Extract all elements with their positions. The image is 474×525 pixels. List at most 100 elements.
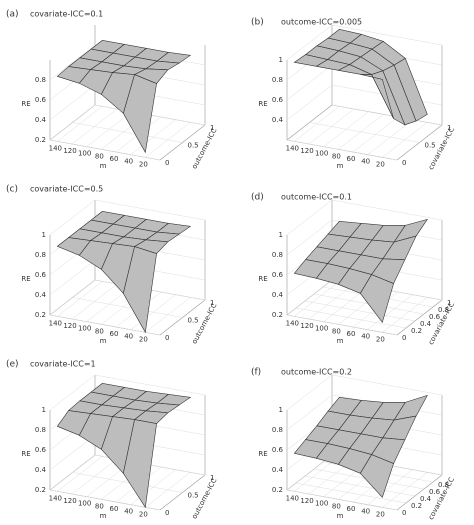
panel-title: outcome-ICC=0.2 <box>281 368 352 377</box>
z-tick-label: 0.6 <box>35 271 47 279</box>
y-tick-label: 0.2 <box>411 327 422 335</box>
panel-label: (c) <box>6 185 18 195</box>
surface-panel: (e) covariate-ICC=10.20.40.60.81204060801… <box>6 360 219 521</box>
grid-line <box>286 64 333 101</box>
x-tick-label: 20 <box>376 335 385 343</box>
surface-panel: (c) covariate-ICC=0.50.20.40.60.812040608… <box>6 185 219 346</box>
x-axis-label: m <box>100 162 107 170</box>
x-tick-label: 40 <box>124 508 133 516</box>
x-tick-label: 140 <box>286 144 299 152</box>
grid-line <box>286 314 398 336</box>
x-tick-label: 60 <box>110 330 119 338</box>
x-axis-label: m <box>337 512 344 520</box>
grid-line <box>331 199 443 221</box>
grid-line <box>286 394 333 431</box>
grid-line <box>367 294 413 330</box>
panel-label: (b) <box>251 18 264 28</box>
x-tick-label: 120 <box>63 497 76 505</box>
x-tick-label: 60 <box>347 155 356 163</box>
y-tick-label: 1 <box>447 299 451 307</box>
y-tick-label: 0.4 <box>420 320 432 328</box>
y-tick-label: 0.6 <box>429 488 441 496</box>
grid-line <box>286 374 333 411</box>
y-tick-label: 0.4 <box>420 495 432 503</box>
y-tick-label: 0.2 <box>411 502 422 510</box>
grid-line <box>49 259 96 296</box>
x-tick-label: 20 <box>139 160 148 168</box>
grid-line <box>49 314 161 336</box>
grid-line <box>286 219 333 256</box>
x-tick-label: 120 <box>300 497 313 505</box>
x-axis-label: m <box>100 337 107 345</box>
x-tick-label: 20 <box>376 510 385 518</box>
grid-line <box>72 297 183 318</box>
grid-line <box>49 139 161 161</box>
x-tick-label: 140 <box>49 144 62 152</box>
x-tick-label: 40 <box>361 333 370 341</box>
surface-panel: (f) outcome-ICC=0.20.20.40.60.81204060801… <box>251 368 456 522</box>
x-tick-label: 40 <box>124 158 133 166</box>
panel-label: (e) <box>6 360 19 370</box>
z-tick-label: 0.2 <box>35 311 46 319</box>
z-tick-label: 0.2 <box>35 136 46 144</box>
panel-title: covariate-ICC=0.1 <box>30 10 103 19</box>
z-tick-label: 0.6 <box>272 96 284 104</box>
x-axis-label: m <box>100 512 107 520</box>
z-tick-label: 0.4 <box>272 466 284 474</box>
surface-patch <box>123 419 157 509</box>
z-tick-label: 0.8 <box>35 251 46 259</box>
grid-line <box>49 374 96 411</box>
x-tick-label: 40 <box>361 158 370 166</box>
z-tick-label: 1 <box>279 231 283 239</box>
z-tick-label: 0.2 <box>272 311 283 319</box>
grid-line <box>286 279 333 316</box>
x-tick-label: 80 <box>332 502 341 510</box>
grid-line <box>49 84 96 121</box>
z-axis-label: RE <box>258 450 267 458</box>
z-tick-label: 0.4 <box>272 116 284 124</box>
z-tick-label: 0.2 <box>272 486 283 494</box>
x-tick-label: 140 <box>286 494 299 502</box>
z-tick-label: 0.4 <box>272 291 284 299</box>
x-tick-label: 80 <box>332 152 341 160</box>
z-tick-label: 1 <box>279 56 283 64</box>
y-tick-label: 0 <box>402 509 406 517</box>
grid-line <box>286 84 333 121</box>
grid-line <box>331 374 443 396</box>
grid-line <box>49 489 161 511</box>
z-tick-label: 1 <box>42 406 46 414</box>
z-tick-label: 0.8 <box>35 76 46 84</box>
x-tick-label: 80 <box>95 502 104 510</box>
grid-line <box>309 122 420 143</box>
x-tick-label: 80 <box>95 152 104 160</box>
x-tick-label: 40 <box>361 508 370 516</box>
surface-panel: (b) outcome-ICC=0.0050.40.60.812040608010… <box>251 18 456 172</box>
y-tick-label: 0 <box>402 159 406 167</box>
surface-patch <box>360 74 394 119</box>
z-axis-label: RE <box>21 100 30 108</box>
x-tick-label: 60 <box>347 330 356 338</box>
y-tick-label: 0.6 <box>429 313 441 321</box>
y-tick-label: 0.5 <box>188 142 199 150</box>
x-tick-label: 100 <box>315 150 328 158</box>
grid-line <box>331 24 443 46</box>
grid-line <box>304 300 416 322</box>
y-tick-label: 1 <box>447 124 451 132</box>
grid-line <box>308 283 355 320</box>
z-tick-label: 0.4 <box>35 116 47 124</box>
panel-title: outcome-ICC=0.005 <box>281 18 362 27</box>
y-tick-label: 1 <box>210 299 214 307</box>
surface-patch <box>359 274 394 323</box>
y-tick-label: 0 <box>165 334 169 342</box>
x-axis-label: m <box>337 162 344 170</box>
surface-panel: (d) outcome-ICC=0.10.20.40.60.81204060801… <box>251 193 456 347</box>
x-tick-label: 40 <box>124 333 133 341</box>
y-tick-label: 0.5 <box>188 317 199 325</box>
x-tick-label: 60 <box>347 505 356 513</box>
z-tick-label: 0.8 <box>272 76 283 84</box>
grid-line <box>49 44 96 81</box>
y-tick-label: 1 <box>210 474 214 482</box>
z-tick-label: 0.4 <box>35 466 47 474</box>
axis-line <box>396 299 443 336</box>
z-tick-label: 0.8 <box>272 426 283 434</box>
